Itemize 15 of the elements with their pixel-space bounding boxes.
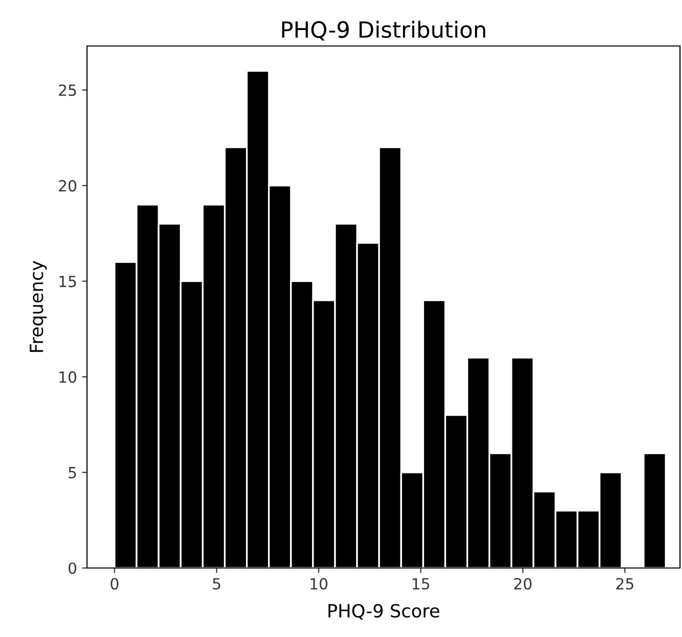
y-tick-label: 0 [68,562,76,574]
y-tick-label: 25 [58,84,76,96]
y-axis-title: Frequency [30,260,47,352]
x-tick-label: 20 [514,578,532,590]
chart-title: PHQ-9 Distribution [282,20,486,41]
y-tick-label: 20 [58,180,76,192]
y-tick-label: 15 [60,276,76,288]
x-tick-label: 10 [310,578,328,590]
y-tick-label: 10 [60,371,76,383]
x-tick-label: 0 [110,578,118,590]
y-tick-label: 5 [68,467,76,478]
x-tick-label: 5 [212,578,220,590]
x-axis-title: PHQ-9 Score [328,604,440,620]
x-tick-label: 15 [412,578,430,590]
x-tick-label: 25 [616,578,634,590]
